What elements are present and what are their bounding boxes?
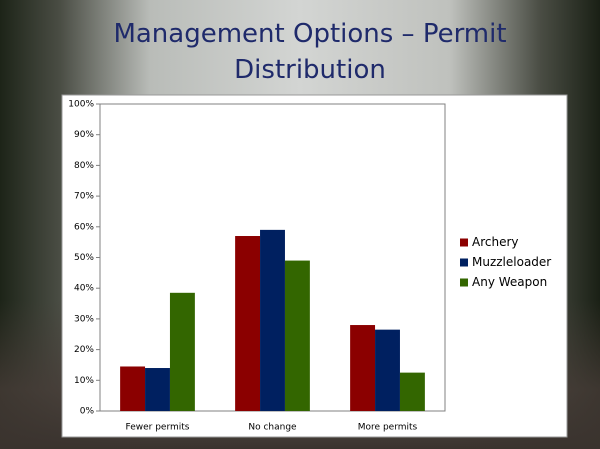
y-tick-label: 20% — [74, 345, 94, 355]
bar — [145, 368, 170, 411]
bar — [120, 366, 145, 411]
legend-label: Any Weapon — [472, 275, 547, 289]
bar — [375, 330, 400, 411]
x-tick-label: Fewer permits — [126, 423, 190, 433]
y-tick-label: 0% — [80, 407, 95, 417]
legend-label: Muzzleloader — [472, 255, 551, 269]
bar — [260, 230, 285, 411]
bar — [170, 293, 195, 411]
y-tick-label: 80% — [74, 161, 94, 171]
y-tick-label: 100% — [68, 100, 94, 110]
legend-swatch — [460, 259, 468, 267]
y-tick-label: 10% — [74, 376, 94, 386]
x-tick-label: More permits — [358, 423, 418, 433]
legend-swatch — [460, 239, 468, 247]
y-tick-label: 90% — [74, 130, 94, 140]
y-tick-label: 50% — [74, 253, 94, 263]
legend-label: Archery — [472, 235, 519, 249]
bar — [235, 236, 260, 411]
y-tick-label: 40% — [74, 284, 94, 294]
bar — [350, 325, 375, 411]
slide: 0% 10% 20% 30% 40% 50% 60% 70% 80% 90% 100% Fewer p… — [0, 0, 600, 449]
bar — [285, 261, 310, 411]
chart-title: Management Options – Permit Distribution — [90, 16, 530, 88]
bar — [400, 373, 425, 411]
legend-swatch — [460, 279, 468, 287]
x-tick-label: No change — [248, 423, 297, 433]
y-tick-label: 60% — [74, 222, 94, 232]
y-tick-label: 30% — [74, 314, 94, 324]
y-tick-label: 70% — [74, 192, 94, 202]
